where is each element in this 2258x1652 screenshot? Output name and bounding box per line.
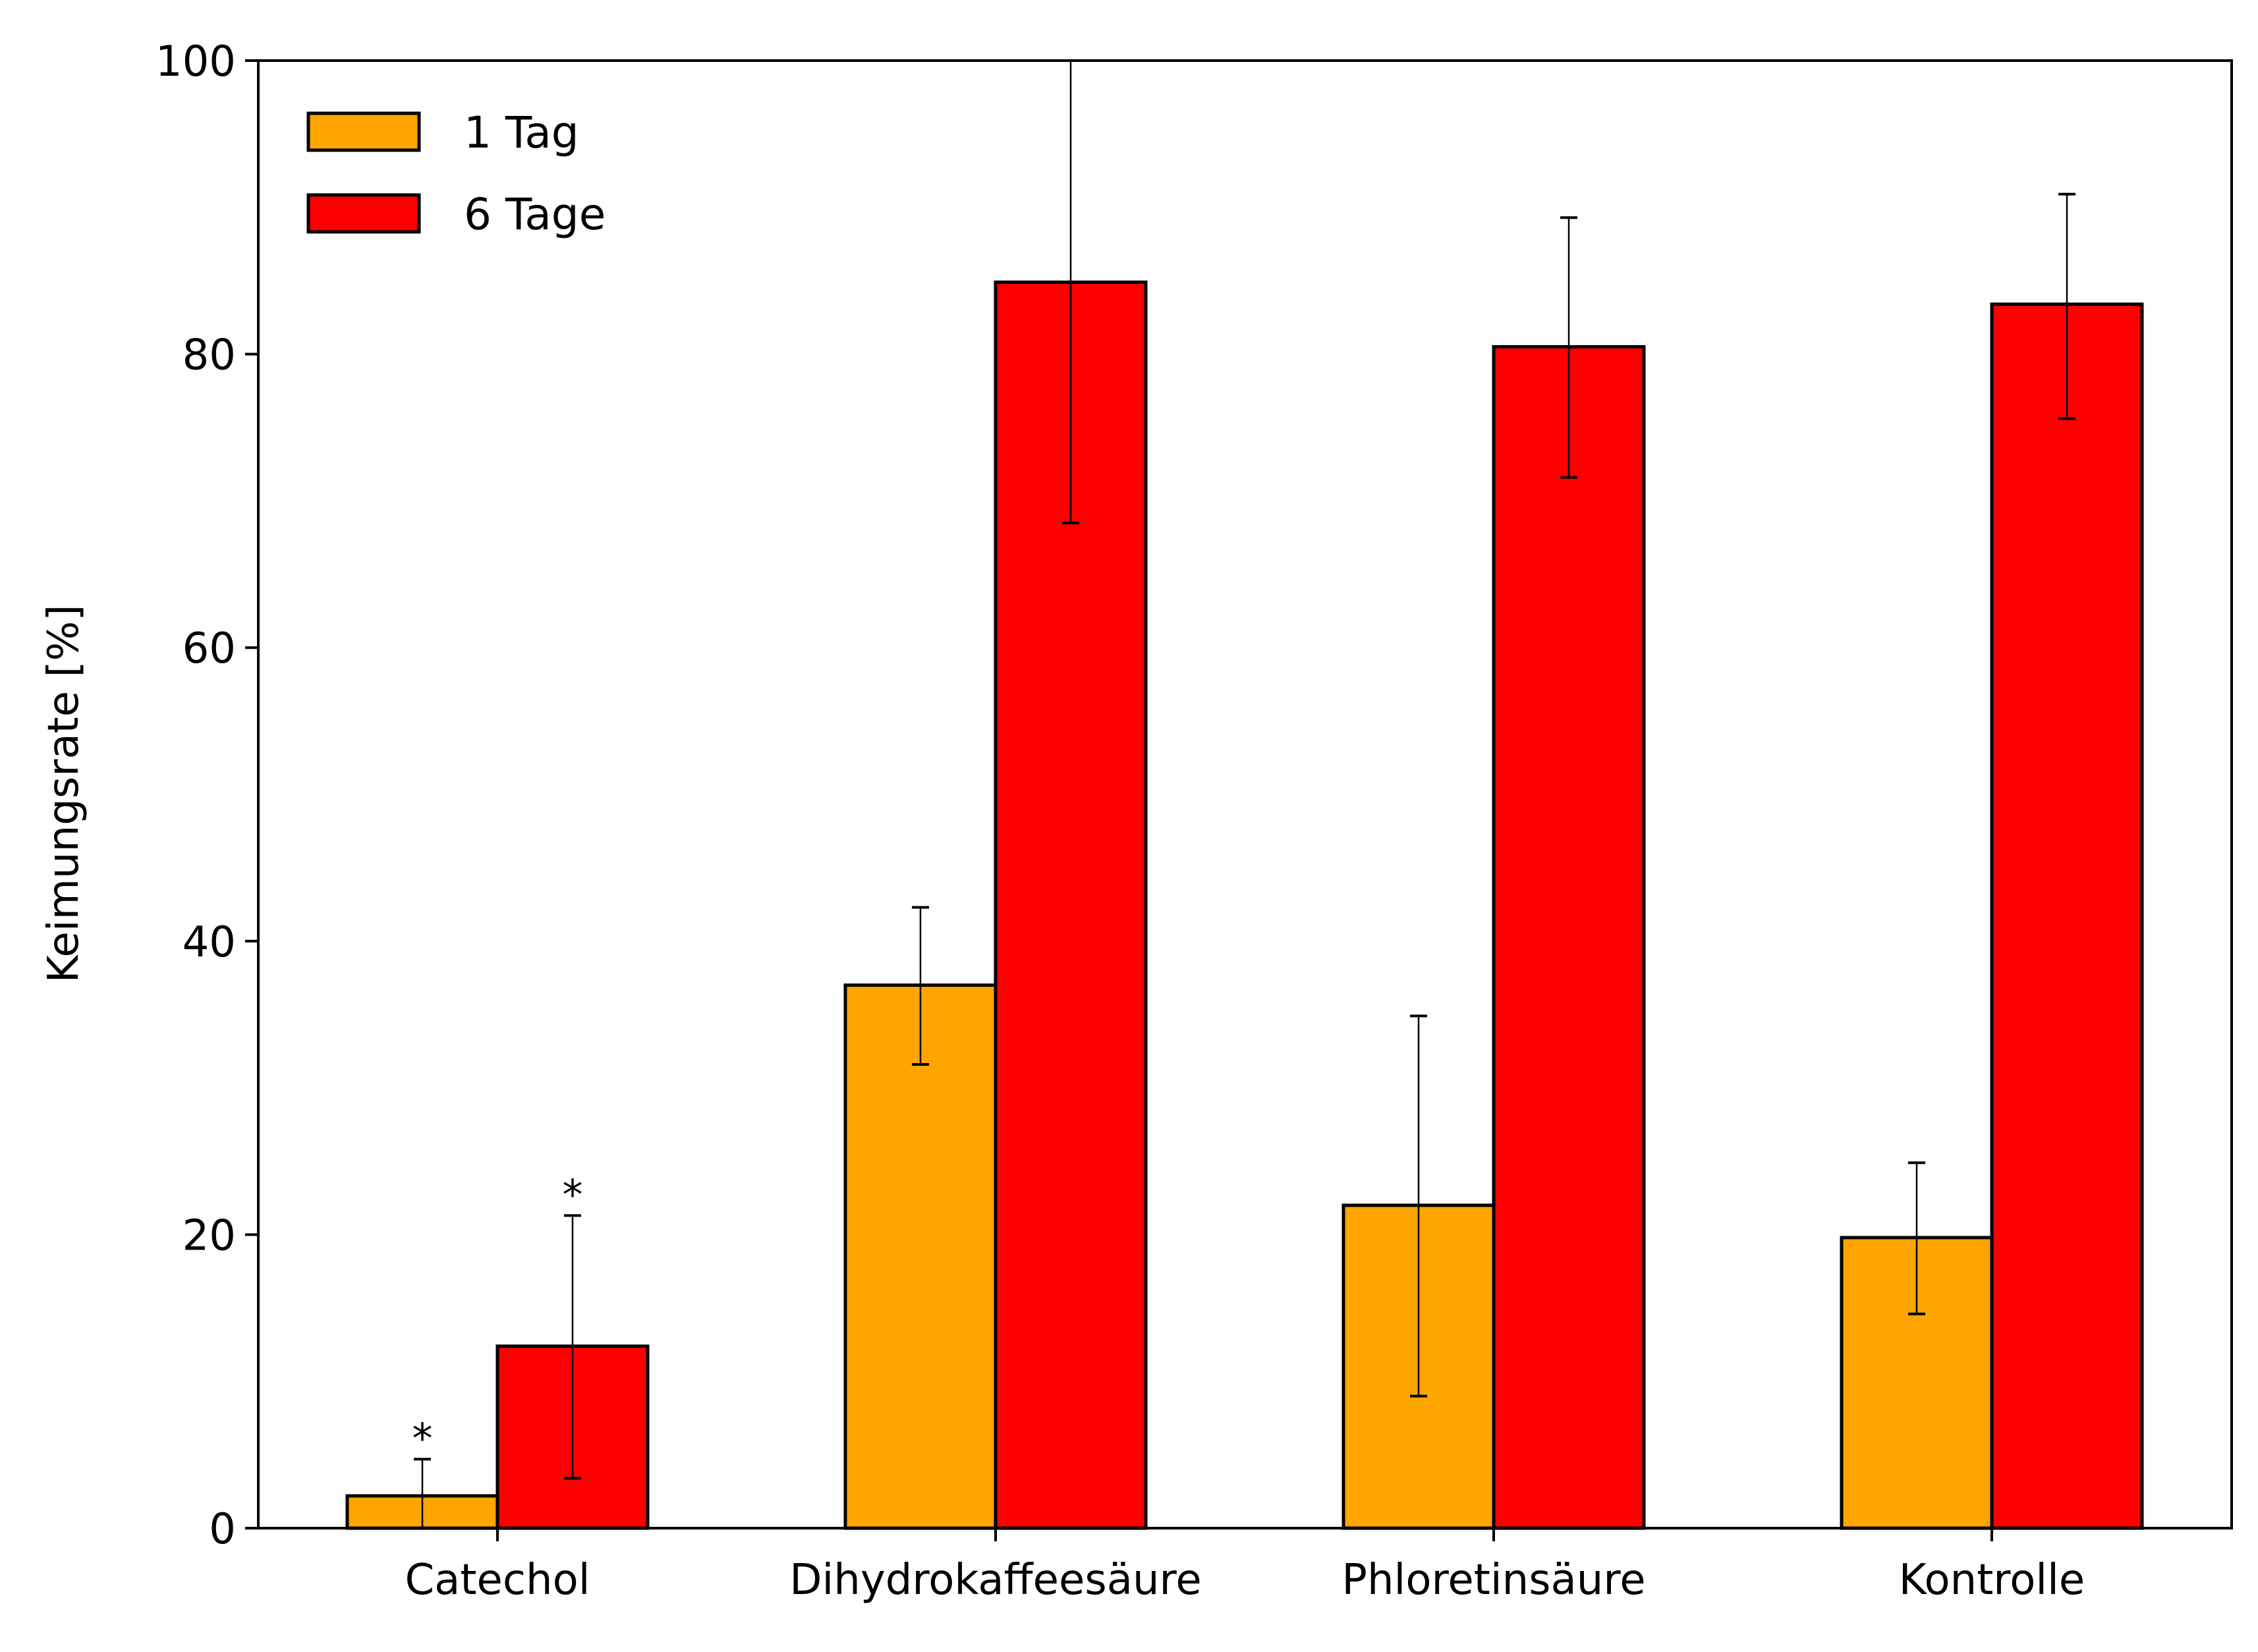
y-axis: 0 20 40 60 80 100 <box>155 38 258 1554</box>
significance-mark-1-1: * <box>412 1414 433 1462</box>
legend-label-2: 6 Tage <box>464 189 606 240</box>
y-tick-label-4: 60 <box>183 624 236 673</box>
legend-label-1: 1 Tag <box>464 107 579 158</box>
bar-2-3 <box>1492 344 1646 1530</box>
significance-mark-2-1: * <box>563 1170 583 1219</box>
x-tick-label-1: Catechol <box>405 1556 590 1605</box>
x-tick-label-2: Dihydrokaffeesäure <box>789 1556 1202 1605</box>
legend-swatch-1 <box>306 111 421 152</box>
legend: 1 Tag 6 Tage <box>306 107 606 240</box>
y-axis-label: Keimungsrate [%] <box>40 605 88 983</box>
bar-1-2 <box>843 983 998 1530</box>
x-axis: Catechol Dihydrokaffeesäure Phloretinsäure… <box>405 1528 2085 1605</box>
x-tick-label-3: Phloretinsäure <box>1341 1556 1645 1605</box>
legend-swatch-2 <box>306 193 421 234</box>
y-tick-label-6: 100 <box>155 38 236 86</box>
x-tick-label-4: Kontrolle <box>1899 1556 2085 1605</box>
y-tick-label-1: 0 <box>209 1505 236 1554</box>
y-tick-label-3: 40 <box>183 918 236 967</box>
y-tick-label-2: 20 <box>183 1211 236 1260</box>
y-tick-label-5: 80 <box>183 331 236 380</box>
plot-frame <box>257 59 2233 1529</box>
bar-2-4 <box>1990 302 2144 1530</box>
chart-marks: ** <box>345 59 2144 1530</box>
